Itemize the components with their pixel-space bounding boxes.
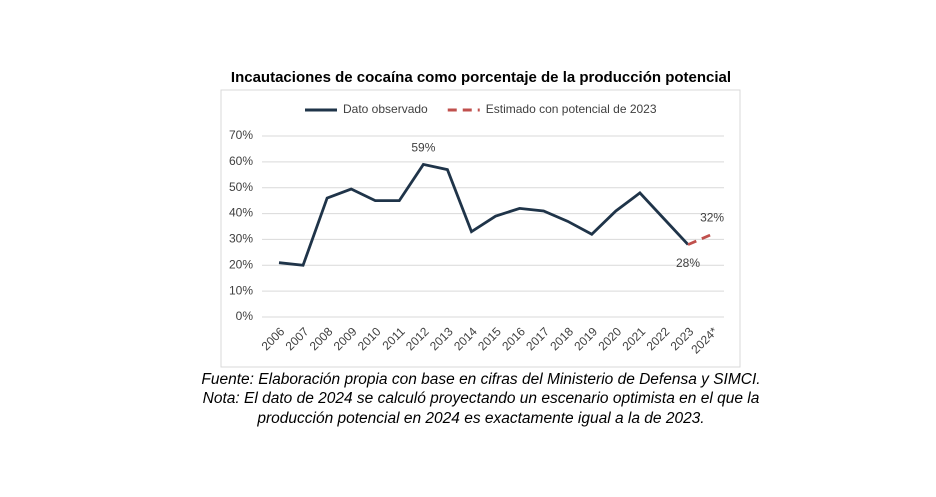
y-tick-label: 0% — [236, 309, 254, 323]
x-tick-label: 2017 — [523, 324, 552, 353]
x-tick-label: 2010 — [355, 324, 384, 353]
x-tick-label: 2008 — [307, 324, 336, 353]
x-tick-label: 2020 — [595, 324, 624, 353]
x-tick-label: 2016 — [499, 324, 528, 353]
y-tick-label: 60% — [229, 154, 253, 168]
series-line — [278, 162, 690, 267]
chart-frame — [220, 89, 741, 368]
x-tick-label: 2019 — [571, 324, 600, 353]
chart-title: Incautaciones de cocaína como porcentaje… — [231, 69, 731, 86]
x-tick-label: 2006 — [259, 324, 288, 353]
data-label: 28% — [676, 256, 700, 270]
x-tick-label: 2021 — [619, 324, 648, 353]
x-tick-label: 2018 — [547, 324, 576, 353]
x-tick-label: 2009 — [331, 324, 360, 353]
y-tick-label: 40% — [229, 206, 253, 220]
y-tick-label: 50% — [229, 180, 253, 194]
x-tick-label: 2013 — [427, 324, 456, 353]
x-tick-label: 2024* — [688, 324, 720, 356]
y-tick-label: 30% — [229, 232, 253, 246]
legend-label: Estimado con potencial de 2023 — [486, 102, 657, 116]
caption: producción potencial en 2024 es exactame… — [256, 410, 704, 427]
x-tick-label: 2012 — [403, 324, 432, 353]
x-tick-label: 2015 — [475, 324, 504, 353]
y-tick-label: 70% — [229, 128, 253, 142]
x-tick-label: 2011 — [380, 324, 408, 352]
x-tick-label: 2007 — [283, 324, 312, 353]
data-label: 59% — [411, 141, 435, 155]
caption: Fuente: Elaboración propia con base en c… — [201, 371, 760, 388]
caption: Nota: El dato de 2024 se calculó proyect… — [203, 390, 760, 407]
y-tick-label: 20% — [229, 257, 253, 271]
x-tick-label: 2022 — [644, 324, 673, 353]
x-tick-label: 2014 — [451, 324, 480, 353]
data-label: 32% — [700, 210, 724, 224]
legend-label: Dato observado — [343, 102, 428, 116]
series-line — [687, 232, 713, 246]
y-tick-label: 10% — [229, 283, 253, 297]
